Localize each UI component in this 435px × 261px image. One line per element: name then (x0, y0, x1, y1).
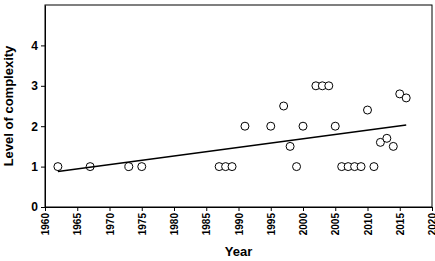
x-tick: 1970 (105, 207, 116, 235)
point (228, 163, 236, 171)
x-tick-mark (368, 207, 369, 211)
point (267, 122, 275, 130)
plot-frame (45, 5, 432, 207)
x-tick-mark (432, 207, 433, 211)
x-tick-mark (400, 207, 401, 211)
x-tick: 2020 (427, 207, 435, 235)
x-tick-label: 1985 (201, 213, 212, 236)
x-tick-mark (142, 207, 143, 211)
y-tick-mark (41, 126, 45, 127)
x-tick: 1995 (266, 207, 277, 235)
point (364, 106, 372, 114)
plot: 1960 1965 1970 1975 1980 1985 1990 1995 2000 2005… (31, 5, 435, 235)
point (383, 134, 391, 142)
y-tick-mark (41, 207, 45, 208)
x-tick-label: 1990 (234, 213, 245, 236)
x-tick-label: 2015 (395, 213, 406, 236)
x-tick-label: 2000 (298, 213, 309, 236)
y-tick-label: 1 (31, 160, 38, 174)
x-axis: 1960 1965 1970 1975 1980 1985 1990 1995 2000 2005… (40, 207, 435, 235)
point (299, 122, 307, 130)
x-tick-label: 2010 (363, 213, 374, 236)
y-axis: 0 1 2 3 4 (31, 6, 45, 215)
x-tick-mark (45, 207, 46, 211)
y-tick-mark (41, 86, 45, 87)
x-tick-mark (335, 207, 336, 211)
x-tick-label: 1960 (40, 213, 51, 236)
x-tick: 1965 (72, 207, 83, 235)
x-tick-mark (271, 207, 272, 211)
x-tick-label: 1980 (169, 213, 180, 236)
x-tick: 1985 (201, 207, 212, 235)
y-tick: 0 (31, 200, 45, 214)
y-tick: 4 (31, 39, 45, 53)
y-tick-mark (41, 45, 45, 46)
x-tick: 2010 (363, 207, 374, 235)
y-tick-label: 0 (31, 200, 38, 214)
x-tick-mark (303, 207, 304, 211)
point (286, 142, 294, 150)
y-tick: 3 (31, 79, 45, 93)
point (241, 122, 249, 130)
x-tick: 2015 (395, 207, 406, 235)
x-tick: 2005 (330, 207, 341, 235)
y-tick-label: 2 (31, 120, 38, 134)
x-tick-mark (239, 207, 240, 211)
point (357, 163, 365, 171)
x-tick: 2000 (298, 207, 309, 235)
x-tick: 1980 (169, 207, 180, 235)
y-axis-line (45, 6, 46, 208)
x-tick-label: 1995 (266, 213, 277, 236)
x-tick-label: 1975 (137, 213, 148, 236)
x-tick: 1975 (137, 207, 148, 235)
y-axis-title: Level of complexity (1, 45, 16, 166)
x-tick-mark (174, 207, 175, 211)
point (402, 94, 410, 102)
x-tick: 1960 (40, 207, 51, 235)
x-tick-mark (110, 207, 111, 211)
point (389, 142, 397, 150)
x-tick-label: 1965 (72, 213, 83, 236)
point (125, 163, 133, 171)
point (138, 163, 146, 171)
point (370, 163, 378, 171)
point (293, 163, 301, 171)
x-tick-label: 2020 (427, 213, 435, 236)
chart: 1960 1965 1970 1975 1980 1985 1990 1995 2000 2005… (0, 0, 435, 261)
y-tick: 2 (31, 120, 45, 134)
x-axis-title: Year (225, 244, 252, 259)
point (325, 82, 333, 90)
x-tick-mark (77, 207, 78, 211)
y-tick-label: 4 (31, 39, 38, 53)
point (54, 163, 62, 171)
x-tick-label: 1970 (105, 213, 116, 236)
x-tick: 1990 (234, 207, 245, 235)
y-tick-label: 3 (31, 79, 38, 93)
y-tick: 1 (31, 160, 45, 174)
y-tick-mark (41, 167, 45, 168)
point (331, 122, 339, 130)
x-tick-mark (206, 207, 207, 211)
data-layer (54, 82, 410, 172)
point (280, 102, 288, 110)
x-tick-label: 2005 (330, 213, 341, 236)
trend-line (58, 125, 406, 171)
